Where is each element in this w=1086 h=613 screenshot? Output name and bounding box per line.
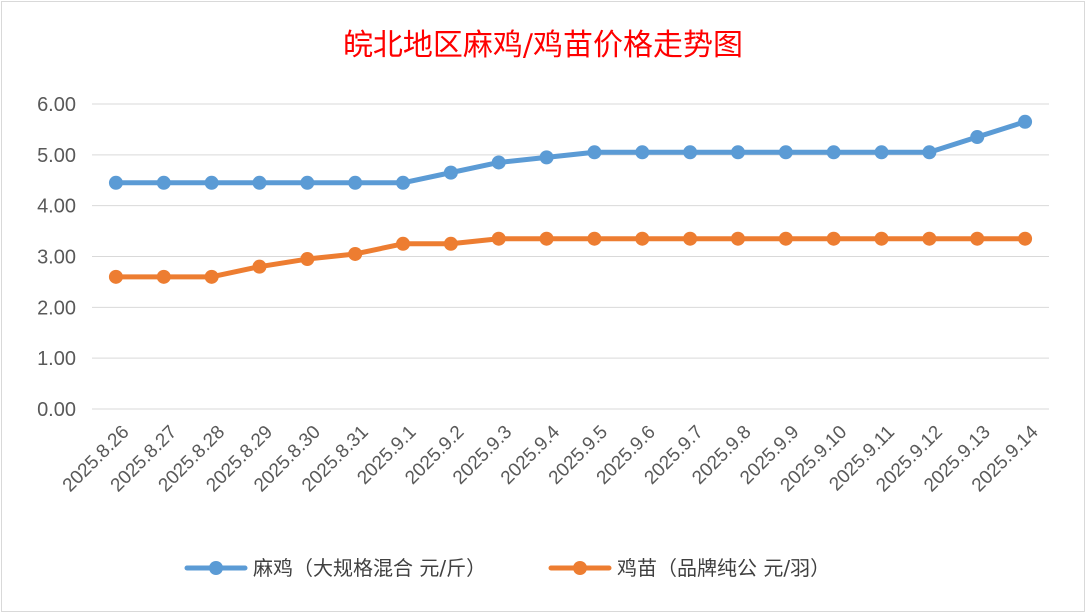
data-point [300,175,315,190]
legend: 麻鸡（大规格混合 元/斤） 鸡苗（品牌纯公 元/羽） [184,556,830,580]
y-tick-label: 3.00 [37,247,76,269]
y-tick-label: 5.00 [37,145,76,167]
y-tick-label: 2.00 [37,297,76,319]
legend-swatch-marker [209,561,223,575]
data-point [1018,114,1033,129]
data-point [252,259,267,274]
y-tick-label: 6.00 [37,94,76,116]
data-point [922,145,937,160]
data-point [443,165,458,180]
legend-item-2: 鸡苗（品牌纯公 元/羽） [548,556,830,580]
data-point [491,155,506,170]
data-point [635,231,650,246]
series-1 [108,114,1033,190]
data-point [778,145,793,160]
y-tick-label: 1.00 [37,348,76,370]
data-point [683,231,698,246]
data-point [156,175,171,190]
data-point [635,145,650,160]
legend-swatch-marker [573,561,587,575]
data-point [778,231,793,246]
series-line [113,119,1028,186]
legend-item-1: 麻鸡（大规格混合 元/斤） [184,556,486,580]
data-point [252,175,267,190]
y-tick-label: 0.00 [37,399,76,421]
legend-label: 麻鸡（大规格混合 元/斤） [253,556,486,580]
data-point [730,231,745,246]
data-point [587,231,602,246]
series-layer [108,114,1033,284]
y-tick-label: 4.00 [37,196,76,218]
data-point [491,231,506,246]
data-point [539,231,554,246]
data-point [204,269,219,284]
series-2 [108,231,1033,284]
data-point [539,150,554,165]
data-point [970,231,985,246]
data-point [730,145,745,160]
data-point [443,236,458,251]
y-axis-ticks: 0.00 1.00 2.00 3.00 4.00 5.00 6.00 [37,94,76,421]
data-point [874,145,889,160]
data-point [826,145,841,160]
chart-title: 皖北地区麻鸡/鸡苗价格走势图 [343,28,743,63]
data-point [874,231,889,246]
data-point [348,175,363,190]
data-point [587,145,602,160]
data-point [970,130,985,145]
data-point [396,236,411,251]
data-point [348,246,363,261]
data-point [300,252,315,267]
data-point [826,231,841,246]
data-point [108,175,123,190]
data-point [156,269,171,284]
data-point [1018,231,1033,246]
series-line [113,236,1028,280]
legend-label: 鸡苗（品牌纯公 元/羽） [617,556,830,580]
data-point [108,269,123,284]
data-point [396,175,411,190]
data-point [922,231,937,246]
data-point [683,145,698,160]
data-point [204,175,219,190]
